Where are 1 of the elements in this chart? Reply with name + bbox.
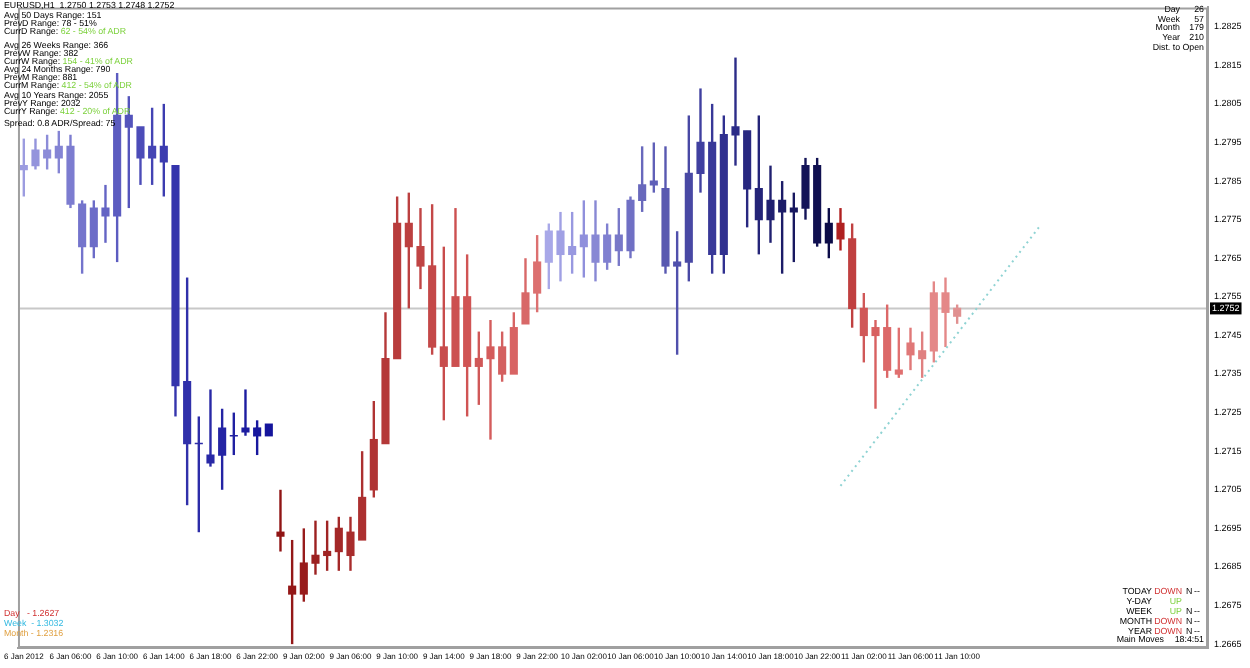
candlestick <box>276 489 285 552</box>
